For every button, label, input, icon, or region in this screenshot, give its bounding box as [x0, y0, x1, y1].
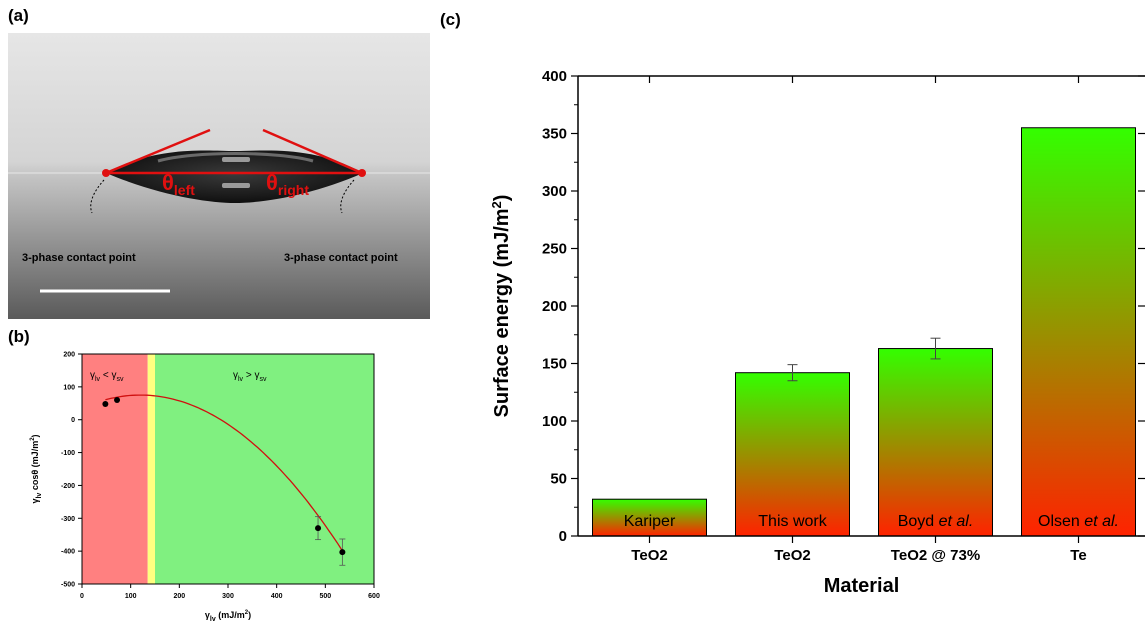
- data-point: [102, 400, 109, 407]
- data-point: [114, 397, 121, 403]
- contact-point-left-label: 3-phase contact point: [22, 252, 136, 264]
- region-label-part: > γ: [243, 370, 259, 381]
- contact-point-right-marker: [358, 169, 366, 177]
- bar-label-part: Kariper: [624, 513, 676, 530]
- droplet-highlight: [222, 157, 250, 162]
- panel-a-label: (a): [8, 6, 29, 25]
- y-tick-label: -200: [61, 483, 75, 490]
- contact-point-right-label: 3-phase contact point: [284, 252, 398, 264]
- y-tick-label: -500: [61, 582, 75, 589]
- y-axis-title-part: ): [30, 434, 40, 437]
- chart-b: 0 100 200 300 400 500 600 200 100 0 -100 -200 -300 -4…: [30, 352, 380, 624]
- panel-b-label: (b): [8, 327, 30, 346]
- y-axis-title-part: 2: [30, 437, 36, 441]
- y-tick-label: 50: [550, 471, 567, 488]
- bar-label: This work: [758, 513, 827, 530]
- x-axis-title-part: 2: [245, 610, 249, 616]
- theta-left-label: θleft: [162, 170, 195, 198]
- y-axis-title: γlv cosθ (mJ/m2): [30, 434, 43, 503]
- x-tick-label: TeO2: [774, 547, 810, 564]
- y-tick-label: -300: [61, 516, 75, 523]
- region-label-part: lv: [238, 376, 244, 383]
- y-tick-label: 200: [63, 352, 75, 359]
- bar-label-part: et al.: [939, 513, 974, 530]
- y-tick-label: -400: [61, 549, 75, 556]
- y-axis-title-part: γ: [30, 499, 40, 504]
- droplet-highlight: [222, 183, 250, 188]
- x-axis-title-part: (mJ/m: [216, 610, 245, 620]
- bar-label-part: Boyd: [898, 513, 939, 530]
- y-tick-label: 0: [559, 528, 567, 545]
- y-axis-title-part: lv: [36, 493, 43, 499]
- contact-left-arrow: [90, 179, 105, 214]
- data-point: [315, 525, 322, 532]
- y-tick-label: 400: [542, 68, 567, 85]
- y-tick-label: 0: [71, 417, 75, 424]
- x-axis-title: Material: [824, 575, 900, 597]
- droplet: [106, 150, 363, 203]
- region-label-part: γ: [233, 370, 238, 381]
- droplet-reflection: [157, 152, 314, 163]
- y-tick-label: 100: [542, 413, 567, 430]
- region-label-0: γlv < γsv: [90, 370, 124, 383]
- y-axis-title: Surface energy (mJ/m2): [489, 195, 513, 418]
- x-tick-label: 100: [125, 593, 137, 600]
- y-axis-title-part: 2: [489, 201, 504, 208]
- panel-c-label: (c): [440, 10, 461, 29]
- x-axis-title-part: lv: [210, 616, 216, 623]
- y-axis-title-part: cosθ (mJ/m: [30, 441, 40, 493]
- bar-label: Boyd et al.: [898, 513, 974, 530]
- region-label-1: γlv > γsv: [233, 370, 267, 383]
- y-axis-title-part: Surface energy (mJ/m: [491, 208, 513, 417]
- data-point: [339, 549, 346, 556]
- region-0: [82, 354, 148, 584]
- region-label-part: < γ: [100, 370, 116, 381]
- x-axis-title: γlv (mJ/m2): [205, 610, 251, 623]
- theta-right-label: θright: [266, 170, 309, 198]
- chart-c: Kariper This work Boyd et al. Olsen et al.0…: [489, 68, 1145, 597]
- y-tick-label: 350: [542, 126, 567, 143]
- droplet-photo: θleft θright 3-phase contact point 3-pha…: [8, 33, 430, 319]
- region-1: [147, 354, 155, 584]
- bar-label-part: et al.: [1084, 513, 1119, 530]
- x-tick-label: 200: [173, 593, 185, 600]
- x-axis-title-part: γ: [205, 610, 210, 620]
- region-2: [155, 354, 374, 584]
- y-tick-label: 300: [542, 183, 567, 200]
- bar-label: Olsen et al.: [1038, 513, 1119, 530]
- x-tick-label: 400: [271, 593, 283, 600]
- y-tick-label: 150: [542, 356, 567, 373]
- region-label-part: γ: [90, 370, 95, 381]
- x-tick-label: 500: [319, 593, 331, 600]
- contact-right-arrow: [340, 179, 355, 214]
- x-tick-label: Te: [1070, 547, 1086, 564]
- x-tick-label: 0: [80, 593, 84, 600]
- x-tick-label: 600: [368, 593, 380, 600]
- bar-label-part: Olsen: [1038, 513, 1084, 530]
- bar-label-part: This work: [758, 513, 827, 530]
- y-tick-label: 200: [542, 298, 567, 315]
- x-tick-label: TeO2: [631, 547, 667, 564]
- fit-curve: [105, 394, 345, 554]
- bar: [1021, 127, 1136, 537]
- bar: [735, 372, 850, 537]
- theta-right-tangent: [262, 128, 363, 175]
- x-axis-title-part: ): [248, 610, 251, 620]
- y-axis-title-part: ): [491, 195, 513, 202]
- region-label-part: sv: [116, 376, 124, 383]
- y-tick-label: 250: [542, 241, 567, 258]
- x-tick-label: 300: [222, 593, 234, 600]
- bar-label: Kariper: [624, 513, 676, 530]
- y-tick-label: -100: [61, 450, 75, 457]
- y-tick-label: 100: [63, 384, 75, 391]
- x-tick-label: TeO2 @ 73%: [891, 547, 980, 564]
- region-label-part: lv: [95, 376, 101, 383]
- theta-left-tangent: [105, 128, 211, 175]
- region-label-part: sv: [259, 376, 267, 383]
- bar: [878, 348, 993, 537]
- contact-point-left-marker: [102, 169, 110, 177]
